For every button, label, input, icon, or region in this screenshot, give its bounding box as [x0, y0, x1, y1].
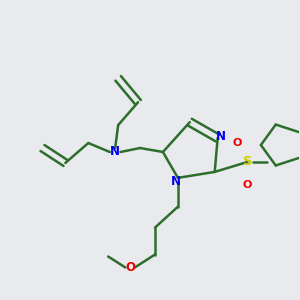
Text: O: O	[233, 138, 242, 148]
Text: O: O	[243, 180, 252, 190]
Text: O: O	[125, 261, 135, 274]
Text: N: N	[216, 130, 226, 143]
Text: N: N	[110, 146, 120, 158]
Text: N: N	[170, 175, 181, 188]
Text: S: S	[243, 155, 252, 168]
